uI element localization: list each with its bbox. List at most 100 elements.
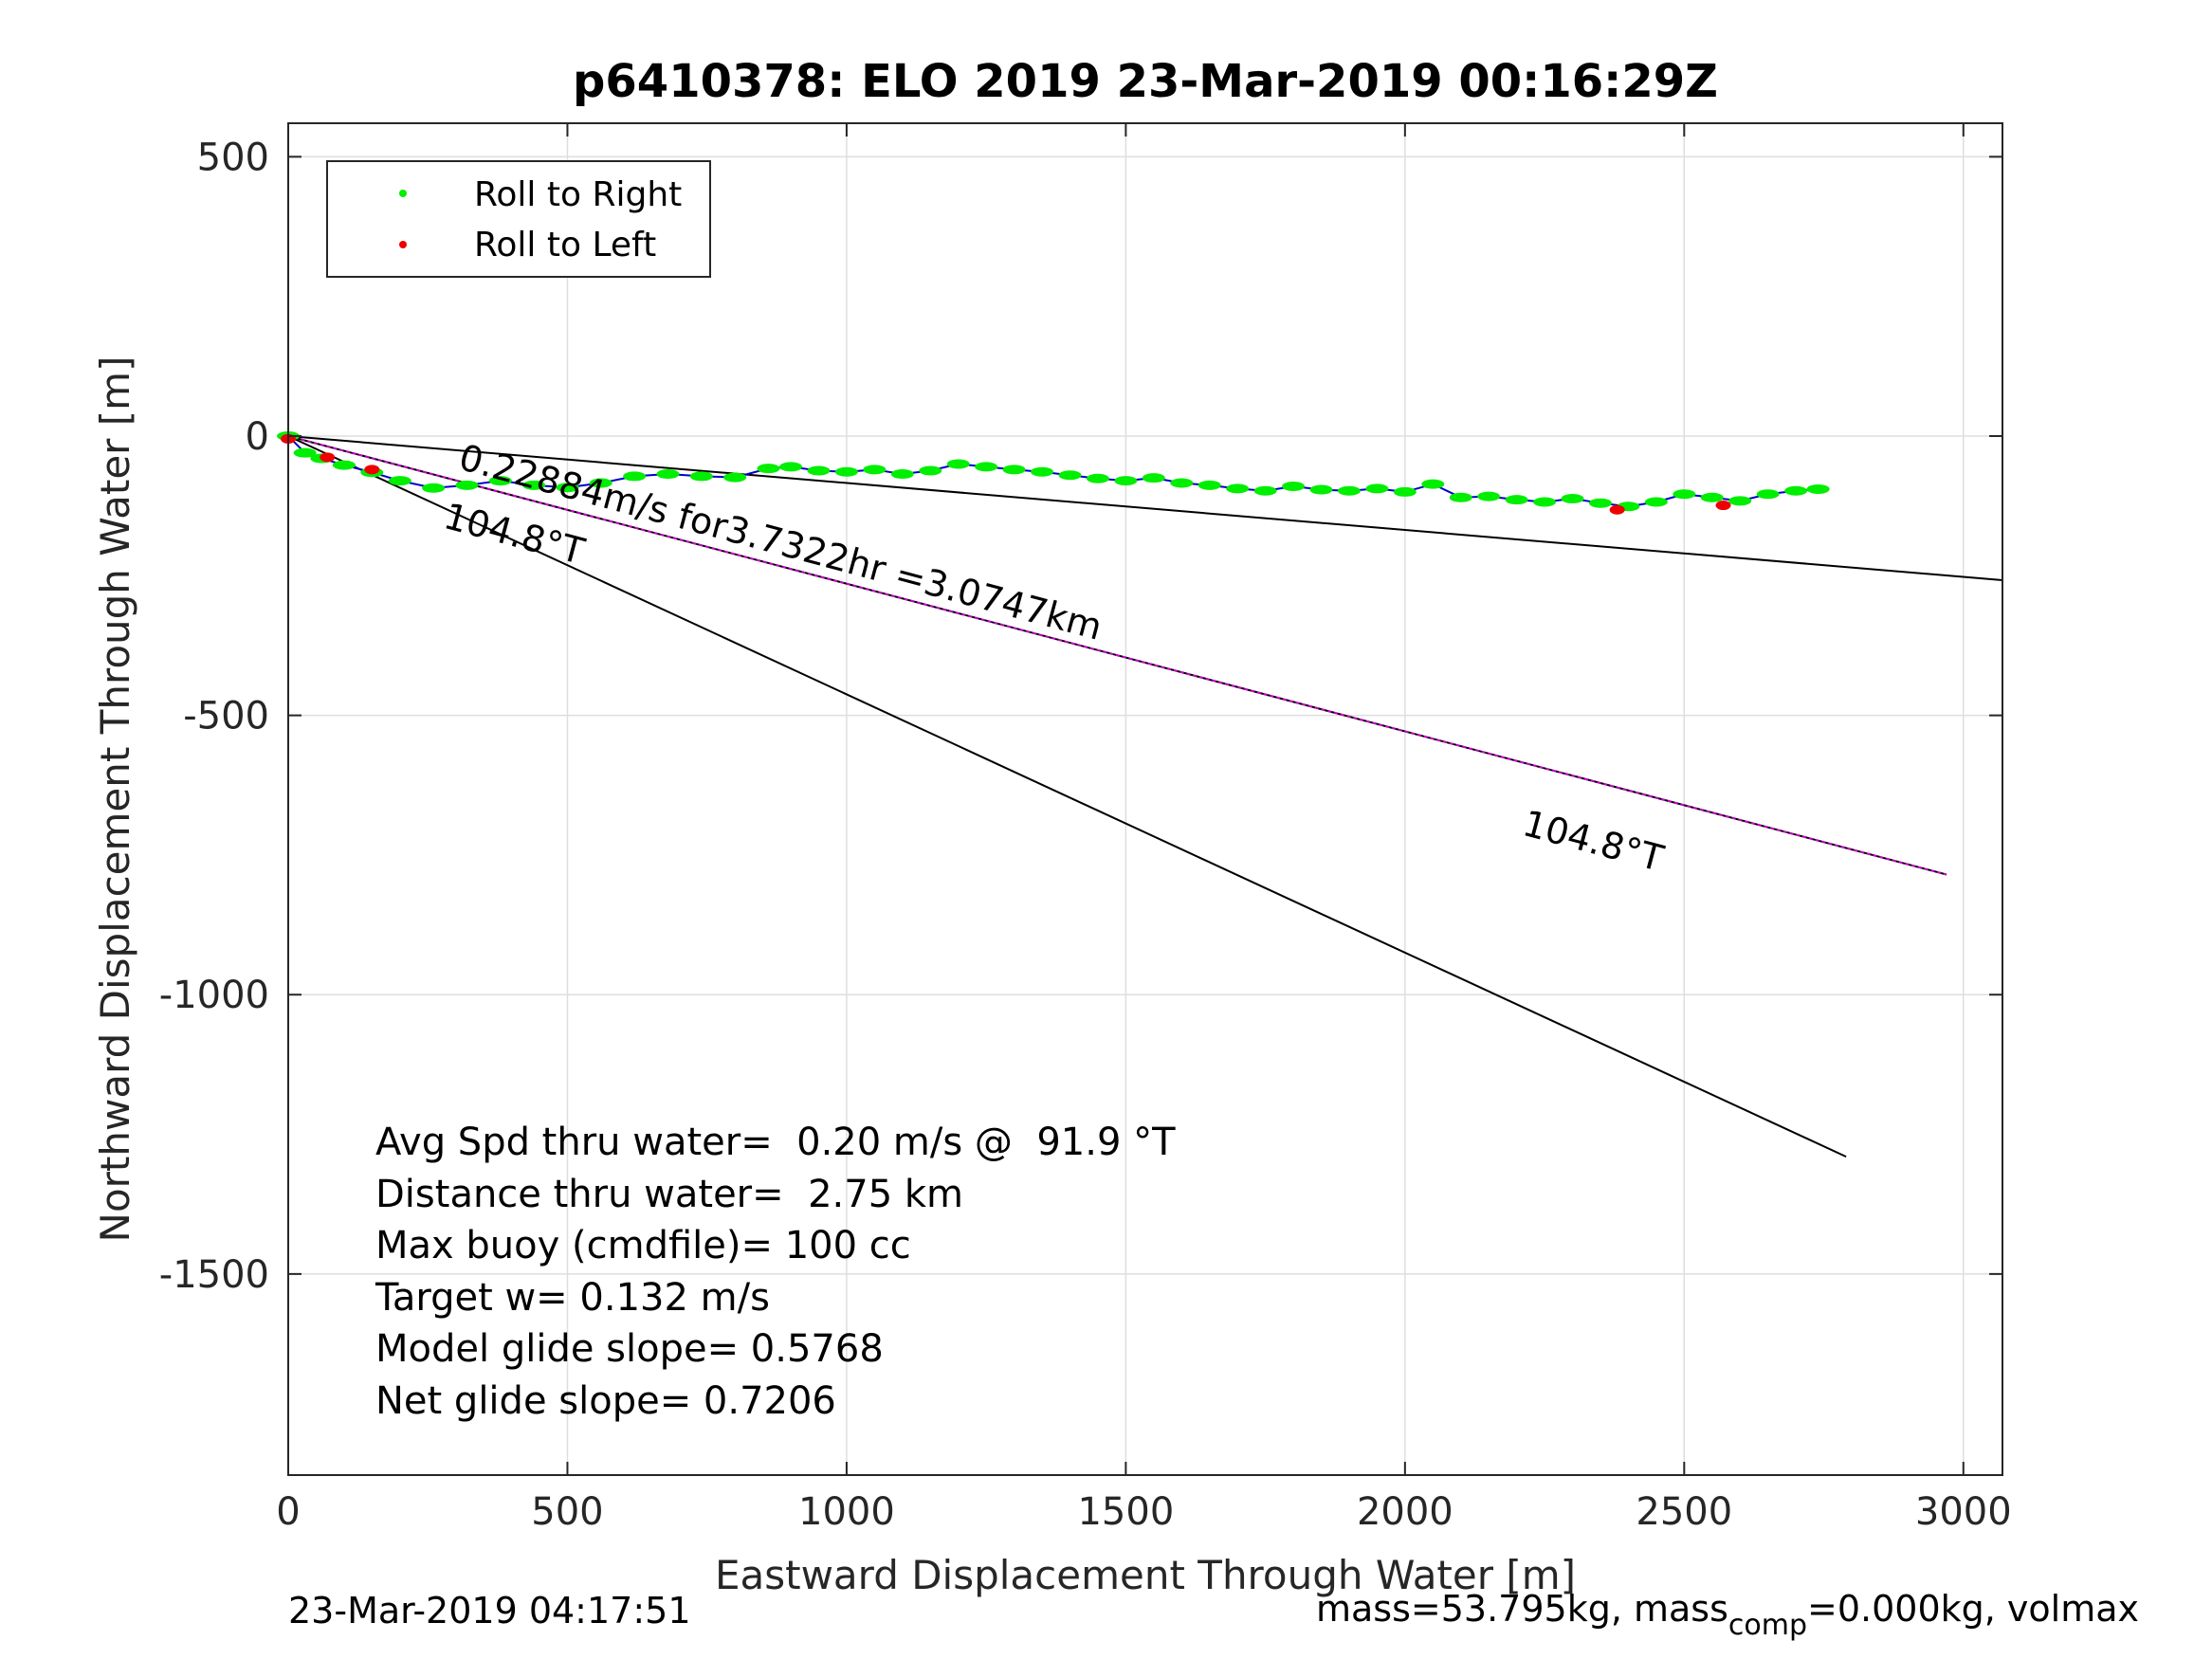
y-tick-label: -500 <box>183 695 269 738</box>
footer-timestamp: 23-Mar-2019 04:17:51 <box>288 1590 691 1632</box>
footer-mass-part2: =0.000kg, volmax <box>1807 1588 2139 1630</box>
roll-right-point <box>1309 484 1333 495</box>
roll-right-point <box>1031 466 1054 477</box>
legend: Roll to Right Roll to Left <box>326 160 711 278</box>
y-tick-label: -1500 <box>159 1253 269 1297</box>
roll-right-point <box>946 459 970 469</box>
roll-right-point <box>332 460 356 470</box>
y-tick-label: 500 <box>197 136 269 179</box>
stat-model-glide: Model glide slope= 0.5768 <box>375 1327 884 1371</box>
roll-right-point <box>1393 486 1417 497</box>
roll-right-point <box>455 480 479 490</box>
roll-right-point <box>1114 476 1138 486</box>
roll-right-point <box>807 465 831 476</box>
roll-right-point <box>293 447 317 458</box>
roll-right-point <box>975 462 998 472</box>
roll-right-point <box>1365 483 1389 494</box>
roll-right-point <box>1756 489 1780 500</box>
roll-right-point <box>1142 473 1165 483</box>
stats-block: Avg Spd thru water= 0.20 m/s @ 91.9 °T D… <box>375 1121 1176 1423</box>
reference-line-2 <box>287 435 1947 876</box>
y-tick-label: 0 <box>246 415 269 459</box>
roll-right-point <box>1700 492 1724 502</box>
roll-right-point <box>890 469 914 480</box>
x-tick-label: 500 <box>531 1490 603 1534</box>
roll-right-point <box>623 471 647 482</box>
roll-right-point <box>1561 493 1584 503</box>
roll-right-point <box>488 476 512 486</box>
roll-right-point <box>656 469 680 480</box>
roll-right-point <box>1337 485 1361 496</box>
reference-lines <box>287 434 2003 1158</box>
x-tick-label: 2000 <box>1357 1490 1453 1534</box>
roll-right-point <box>1197 480 1221 490</box>
roll-left-point <box>1715 501 1731 511</box>
x-axis-label: Eastward Displacement Through Water [m] <box>715 1552 1576 1598</box>
roll-right-markers <box>277 430 1830 512</box>
roll-right-point <box>689 471 713 482</box>
roll-right-point <box>1673 489 1696 500</box>
roll-right-point <box>1449 492 1472 502</box>
roll-right-point <box>863 465 887 475</box>
chart-title: p6410378: ELO 2019 23-Mar-2019 00:16:29Z <box>573 55 1718 108</box>
roll-right-point <box>1806 483 1830 494</box>
roll-right-point <box>1533 497 1557 507</box>
footer-mass-part1: mass=53.795kg, mass <box>1316 1588 1728 1630</box>
y-tick-label: -1000 <box>159 974 269 1017</box>
x-tick-label: 3000 <box>1915 1490 2012 1534</box>
roll-right-point <box>589 478 612 488</box>
roll-right-point <box>1002 465 1026 475</box>
legend-marker-roll-left <box>399 241 407 248</box>
roll-right-point <box>1170 478 1194 488</box>
roll-right-point <box>1282 482 1306 492</box>
roll-left-point <box>364 465 380 475</box>
stat-max-buoy: Max buoy (cmdfile)= 100 cc <box>375 1224 911 1267</box>
stat-avg-speed: Avg Spd thru water= 0.20 m/s @ 91.9 °T <box>375 1121 1176 1164</box>
x-tick-label: 1000 <box>798 1490 895 1534</box>
axes-box <box>287 122 2003 1476</box>
roll-right-point <box>1728 496 1752 506</box>
stat-distance: Distance thru water= 2.75 km <box>375 1173 963 1216</box>
roll-right-point <box>1421 479 1445 489</box>
roll-right-point <box>1477 491 1501 501</box>
x-tick-label: 2500 <box>1636 1490 1732 1534</box>
roll-right-point <box>834 466 858 477</box>
roll-right-point <box>422 483 446 493</box>
axis-ticks <box>287 123 2002 1475</box>
roll-left-point <box>320 452 336 463</box>
plot-area <box>288 123 2002 1475</box>
roll-right-point <box>1784 485 1808 496</box>
roll-right-point <box>1644 497 1668 507</box>
y-axis-label: Northward Displacement Through Water [m] <box>92 356 138 1243</box>
reference-line-3 <box>287 435 1847 1158</box>
x-tick-labels: 0 500 1000 1500 2000 2500 3000 <box>276 1490 2011 1534</box>
roll-right-point <box>522 480 546 490</box>
roll-right-point <box>919 465 942 476</box>
roll-right-point <box>1505 495 1528 505</box>
roll-right-point <box>779 462 803 472</box>
footer-mass-info: mass=53.795kg, masscomp=0.000kg, volmax <box>1316 1588 2139 1642</box>
stat-net-glide: Net glide slope= 0.7206 <box>375 1379 836 1423</box>
roll-right-point <box>1253 485 1277 496</box>
legend-marker-roll-right <box>399 190 407 197</box>
roll-right-point <box>757 464 780 474</box>
roll-right-point <box>723 472 747 483</box>
roll-right-point <box>1058 470 1082 481</box>
roll-right-point <box>1588 498 1612 508</box>
roll-right-point <box>1086 473 1109 483</box>
stat-target-w: Target w= 0.132 m/s <box>375 1276 770 1320</box>
roll-right-point <box>556 483 579 493</box>
reference-line-1 <box>287 434 2003 582</box>
legend-box <box>326 160 711 278</box>
legend-label-roll-left: Roll to Left <box>474 226 656 264</box>
footer-mass-subscript: comp <box>1728 1609 1807 1642</box>
x-tick-label: 1500 <box>1077 1490 1174 1534</box>
roll-right-point <box>1226 483 1250 494</box>
x-tick-label: 0 <box>276 1490 300 1534</box>
legend-label-roll-right: Roll to Right <box>474 175 682 214</box>
grid <box>287 123 2002 1475</box>
roll-right-point <box>388 476 411 486</box>
roll-left-point <box>1609 504 1625 515</box>
y-tick-labels: 500 0 -500 -1000 -1500 <box>159 136 269 1297</box>
